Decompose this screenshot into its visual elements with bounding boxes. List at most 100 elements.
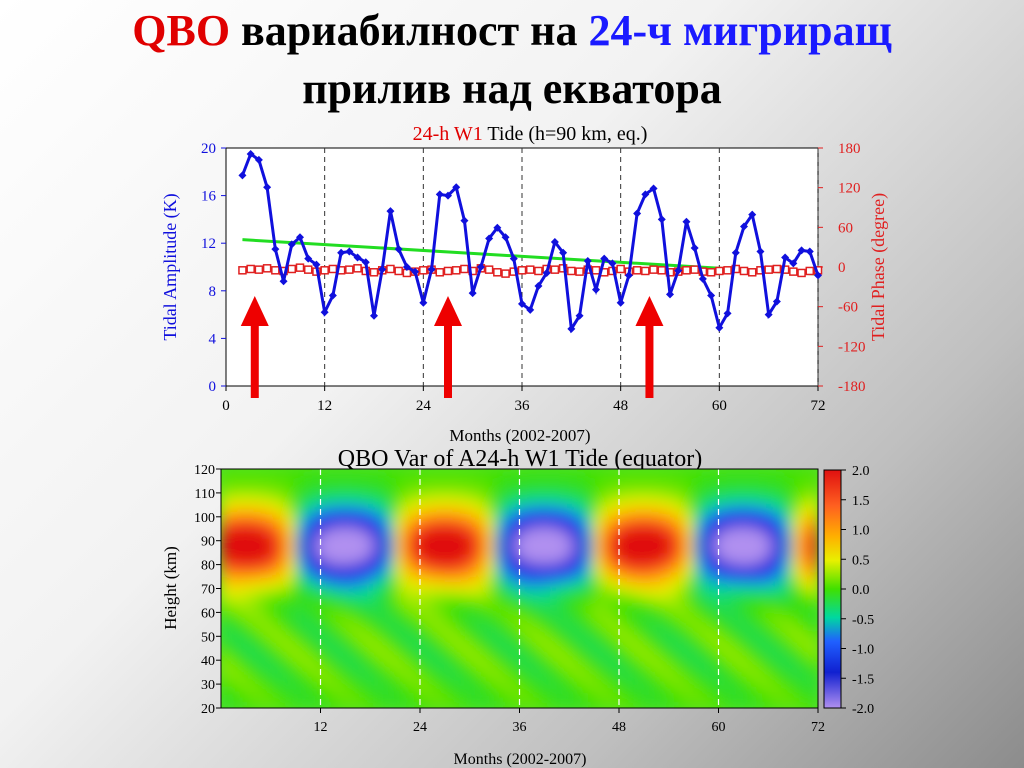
- x-tick-label: 72: [811, 720, 825, 735]
- phase-point: [419, 266, 428, 275]
- title-tide: 24-ч мигриращ: [588, 6, 892, 55]
- amplitude-point: [444, 191, 452, 200]
- amplitude-point: [550, 238, 559, 247]
- amplitude-point: [493, 223, 502, 232]
- phase-point: [534, 266, 543, 276]
- phase-point: [493, 268, 502, 277]
- amplitude-point: [690, 243, 699, 252]
- y-tick-label: 110: [195, 487, 215, 502]
- phase-point: [320, 266, 329, 275]
- amplitude-point: [575, 311, 584, 320]
- y-tick-label: 90: [201, 535, 215, 550]
- amplitude-point: [345, 247, 354, 256]
- amplitude-point: [279, 277, 288, 286]
- colorbar-tick-label: 0.0: [852, 583, 870, 598]
- phase-point: [443, 266, 453, 276]
- phase-point: [451, 266, 461, 275]
- amplitude-point: [772, 297, 781, 306]
- amplitude-point: [814, 271, 822, 280]
- y-tick-label: 30: [201, 678, 215, 693]
- amplitude-point: [238, 171, 247, 180]
- amplitude-point: [698, 274, 707, 283]
- x-tick-label: 48: [613, 398, 628, 414]
- amplitude-point: [468, 289, 477, 298]
- phase-point: [287, 264, 297, 274]
- amplitude-point: [781, 253, 790, 262]
- phase-point: [262, 264, 272, 273]
- chart2-xlabel: Months (2002-2007): [454, 751, 587, 768]
- amplitude-point: [764, 310, 773, 319]
- phase-point: [460, 264, 469, 274]
- amplitude-point: [435, 190, 444, 199]
- phase-point: [295, 263, 305, 272]
- phase-point: [517, 266, 527, 275]
- amplitude-point: [542, 268, 551, 277]
- phase-point: [567, 266, 576, 276]
- phase-point: [715, 266, 724, 276]
- colorbar-tick-label: -0.5: [852, 613, 874, 628]
- amplitude-point: [682, 217, 691, 226]
- amplitude-point: [320, 308, 329, 317]
- x-tick-label: 24: [413, 720, 427, 735]
- amplitude-point: [624, 271, 633, 280]
- amplitude-point: [789, 259, 798, 268]
- x-tick-label: 12: [314, 720, 328, 735]
- qbo-variation-heatmap: QBO Var of A24-h W1 Tide (equator) 12 24 3…: [161, 446, 874, 768]
- colorbar-tick-label: -2.0: [852, 702, 874, 717]
- amplitude-point: [756, 247, 765, 256]
- y-left-tick-label: 12: [201, 236, 216, 252]
- phase-point: [238, 266, 247, 275]
- phase-point: [690, 265, 699, 274]
- y-right-tick-label: 180: [838, 141, 861, 157]
- amplitude-point: [797, 246, 806, 255]
- amplitude-point: [707, 291, 716, 300]
- amplitude-point: [567, 324, 576, 333]
- phase-point: [575, 267, 584, 276]
- phase-point: [641, 266, 650, 276]
- amplitude-point: [361, 258, 370, 267]
- amplitude-point: [254, 155, 263, 164]
- amplitude-point: [337, 248, 346, 257]
- phase-point: [394, 266, 403, 276]
- y-tick-label: 70: [201, 583, 215, 598]
- amplitude-point: [649, 184, 658, 193]
- x-tick-label: 12: [317, 398, 332, 414]
- colorbar: [823, 469, 842, 709]
- tide-timeseries-chart: 24-h W1 Tide (h=90 km, eq.) 0 12 24 36 48 60 7…: [160, 123, 889, 445]
- y-left-tick-label: 0: [209, 379, 217, 395]
- amplitude-point: [411, 267, 420, 276]
- y-tick-label: 60: [201, 606, 215, 621]
- colorbar-tick-label: 2.0: [852, 464, 870, 479]
- amplitude-point: [460, 216, 469, 225]
- phase-point: [501, 269, 510, 278]
- amplitude-point: [657, 215, 666, 224]
- phase-point: [682, 266, 691, 275]
- x-tick-label: 24: [416, 398, 432, 414]
- amplitude-point: [641, 190, 650, 199]
- amplitude-point: [723, 309, 732, 318]
- amplitude-point: [271, 245, 280, 254]
- phase-point: [550, 265, 560, 274]
- y-left-tick-label: 20: [201, 141, 216, 157]
- phase-point: [254, 265, 264, 274]
- y-tick-label: 50: [201, 630, 215, 645]
- amplitude-point: [370, 311, 378, 320]
- phase-point: [525, 265, 535, 274]
- phase-point: [772, 264, 782, 274]
- qbo-arrow: [240, 296, 269, 398]
- amplitude-point: [518, 299, 526, 308]
- y-right-tick-label: -120: [838, 339, 866, 355]
- phase-point: [797, 268, 806, 278]
- amplitude-point: [748, 210, 757, 219]
- phase-point: [632, 266, 642, 275]
- colorbar-tick-label: 1.0: [852, 524, 870, 539]
- qbo-arrow: [635, 296, 664, 398]
- amplitude-point: [501, 233, 510, 242]
- amplitude-point: [633, 209, 642, 218]
- phase-point: [723, 266, 732, 275]
- amplitude-point: [674, 266, 683, 275]
- phase-point: [435, 268, 445, 277]
- amplitude-point: [386, 207, 395, 216]
- y-tick-label: 20: [201, 702, 215, 717]
- chart1-ylabel-left: Tidal Amplitude (K): [160, 193, 181, 340]
